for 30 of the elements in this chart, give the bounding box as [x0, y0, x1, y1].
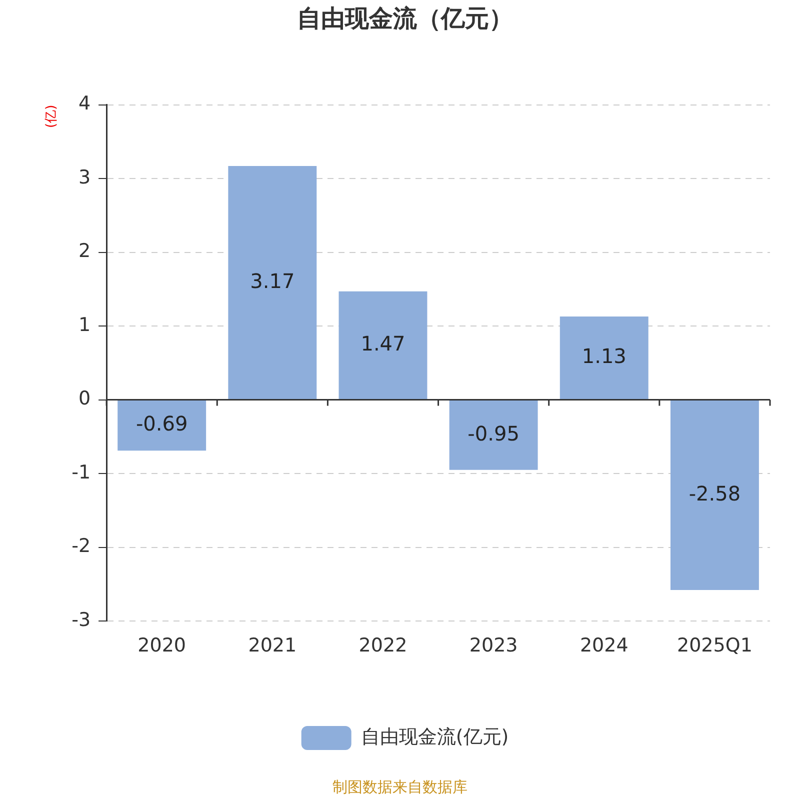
- y-tick-label: -1: [72, 461, 91, 484]
- x-tick-label: 2025Q1: [677, 634, 752, 656]
- y-axis-title: (亿): [44, 104, 60, 128]
- y-tick-label: 4: [78, 92, 91, 115]
- x-tick-label: 2020: [138, 634, 186, 656]
- bar: [338, 291, 428, 400]
- bar: [670, 400, 759, 590]
- data-label: 1.47: [360, 332, 406, 356]
- chart-title: 自由现金流（亿元）: [297, 4, 513, 33]
- data-label: 1.13: [582, 344, 626, 368]
- y-tick-label: 0: [78, 388, 91, 410]
- data-label: -0.95: [468, 421, 520, 446]
- x-tick-label: 2024: [580, 634, 628, 656]
- legend-label: 自由现金流(亿元): [360, 726, 509, 748]
- x-tick-label: 2022: [358, 634, 408, 656]
- data-label: -0.69: [136, 412, 188, 436]
- bar: [228, 166, 317, 400]
- y-tick-label: -2: [72, 535, 91, 558]
- y-tick-label: 3: [78, 166, 91, 188]
- bar: [560, 316, 648, 400]
- y-tick-label: -3: [72, 608, 91, 631]
- text: 制图数据来自数据库: [332, 778, 468, 796]
- bar: [118, 400, 206, 451]
- data-label: -2.58: [688, 481, 741, 506]
- x-tick-label: 2021: [248, 634, 297, 656]
- data-label: 3.17: [250, 268, 295, 293]
- y-tick-label: 2: [78, 240, 91, 262]
- x-tick-label: 2023: [469, 634, 518, 656]
- y-tick-label: 1: [78, 314, 91, 336]
- bar: [449, 400, 538, 470]
